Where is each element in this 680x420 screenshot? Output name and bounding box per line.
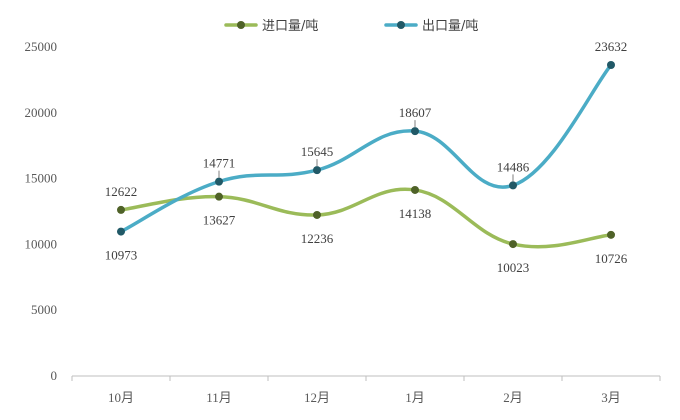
legend-label: 出口量/吨 — [422, 19, 478, 34]
data-label: 14138 — [399, 206, 432, 221]
data-label: 10023 — [497, 260, 530, 275]
data-point — [509, 181, 517, 190]
data-label: 13627 — [203, 213, 236, 228]
data-label: 15645 — [301, 144, 334, 159]
series-lines — [119, 63, 613, 249]
data-point — [607, 230, 615, 239]
data-point — [215, 192, 223, 201]
series-line-1 — [119, 63, 613, 234]
legend-label: 进口量/吨 — [262, 19, 318, 34]
series-line-0 — [119, 187, 613, 249]
data-markers — [117, 61, 615, 249]
x-tick-label: 3月 — [601, 390, 621, 405]
y-tick-label: 10000 — [25, 236, 58, 251]
x-tick-label: 11月 — [206, 390, 232, 405]
x-tick-label: 10月 — [108, 390, 134, 405]
y-axis: 0 5000 10000 15000 20000 25000 — [25, 39, 58, 383]
y-tick-label: 5000 — [31, 302, 57, 317]
data-point — [509, 240, 517, 249]
data-label: 12622 — [105, 184, 138, 199]
data-label: 10973 — [105, 248, 138, 263]
data-label: 10726 — [595, 251, 628, 266]
x-tick-label: 1月 — [405, 390, 425, 405]
y-tick-label: 20000 — [25, 105, 58, 120]
data-label: 14486 — [497, 159, 530, 174]
data-label: 18607 — [399, 105, 432, 120]
data-point — [607, 61, 615, 70]
data-label: 14771 — [203, 156, 236, 171]
data-point — [117, 227, 125, 236]
x-tick-label: 2月 — [503, 390, 523, 405]
x-axis: 10月 11月 12月 1月 2月 3月 — [71, 375, 661, 405]
x-tick-label: 12月 — [304, 390, 330, 405]
data-point — [313, 166, 321, 175]
data-label: 12236 — [301, 231, 334, 246]
legend-marker — [397, 21, 405, 29]
y-tick-label: 15000 — [25, 171, 58, 186]
data-point — [117, 205, 125, 214]
y-tick-label: 0 — [51, 368, 58, 383]
legend-marker — [237, 21, 245, 29]
data-point — [215, 177, 223, 186]
y-tick-label: 25000 — [25, 39, 58, 54]
data-point — [411, 127, 419, 136]
data-labels: 12622 13627 12236 14138 10023 10726 10973 14771… — [105, 39, 628, 275]
data-point — [411, 185, 419, 194]
data-label: 23632 — [595, 39, 628, 54]
legend: 进口量/吨 出口量/吨 — [224, 19, 478, 34]
data-point — [313, 210, 321, 219]
